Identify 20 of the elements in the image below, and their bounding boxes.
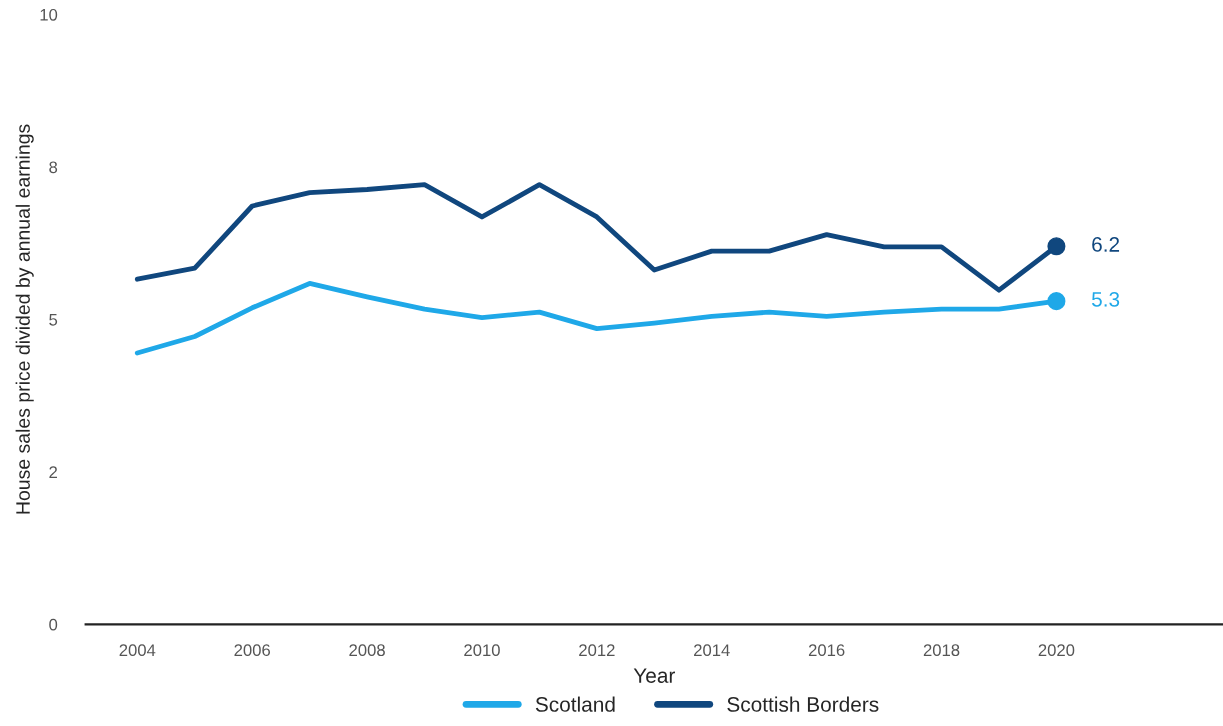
y-tick-label: 8 <box>49 161 58 174</box>
x-tick-label: 2004 <box>119 644 156 657</box>
y-tick-label: 0 <box>49 618 58 631</box>
x-tick-label: 2010 <box>464 644 500 657</box>
x-tick-label: 2016 <box>808 644 845 657</box>
legend-label: Scottish Borders <box>727 696 879 712</box>
annotation: 6.2 <box>1092 237 1120 252</box>
y-axis-title: House sales price divided by annual earnings <box>15 124 34 514</box>
x-axis-title: Year <box>633 668 676 683</box>
annotation: 5.3 <box>1091 291 1120 307</box>
legend-label: Scotland <box>535 696 615 712</box>
x-tick-label: 2006 <box>234 644 271 657</box>
y-tick-label: 10 <box>40 8 58 21</box>
x-tick-label: 2020 <box>1038 644 1075 657</box>
x-tick-label: 2012 <box>579 644 615 657</box>
y-tick-label: 2 <box>49 466 57 478</box>
y-tick-label: 5 <box>49 314 58 326</box>
x-tick-label: 2018 <box>923 644 960 657</box>
x-tick-label: 2008 <box>349 644 385 657</box>
x-tick-label: 2014 <box>694 644 730 657</box>
